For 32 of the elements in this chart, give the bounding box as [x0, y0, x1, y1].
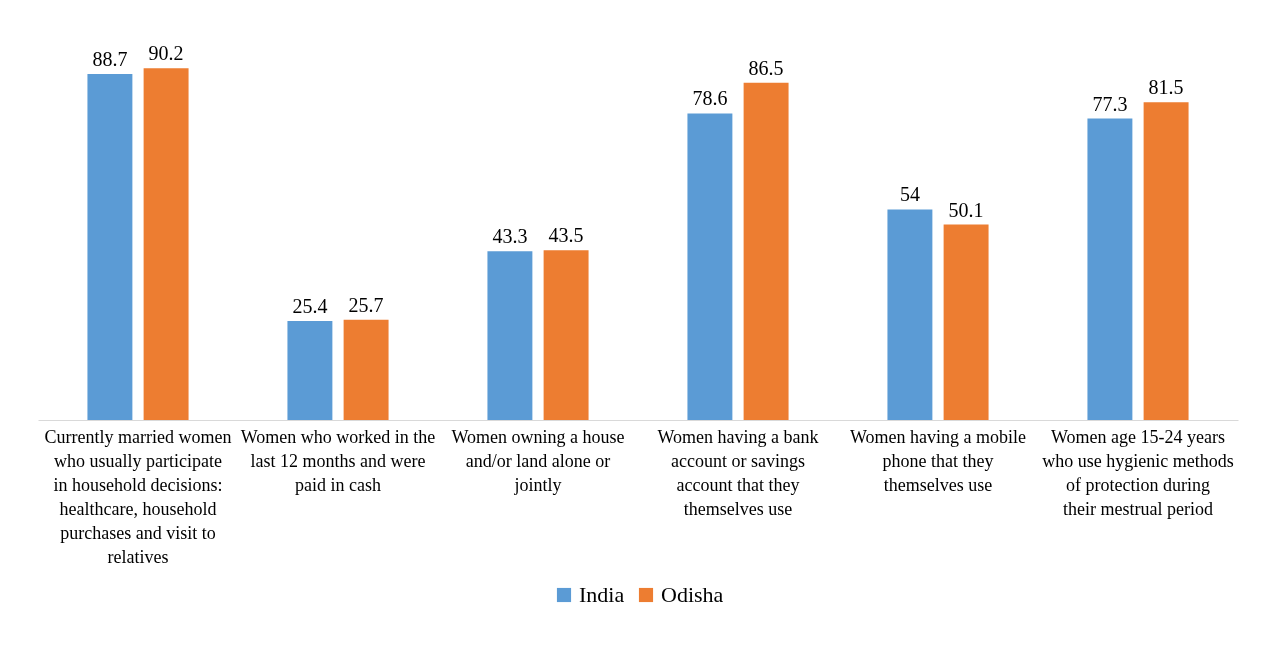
legend-label: India: [579, 582, 625, 607]
bar: [287, 320, 333, 420]
data-label: 78.6: [692, 87, 728, 110]
bar: [143, 68, 189, 420]
bar: [687, 113, 733, 420]
bar: [943, 224, 989, 420]
x-tick-label: Currently married women who usually participate in household decisions: healthcare, household purchases and visit to relatives: [44, 426, 232, 567]
bar: [1143, 102, 1189, 420]
data-label: 43.3: [492, 225, 528, 248]
data-label: 43.5: [548, 224, 584, 247]
data-label: 81.5: [1148, 76, 1184, 99]
data-label: 88.7: [92, 48, 128, 71]
x-tick-label: Women who worked in the last 12 months and were paid in cash: [240, 426, 436, 495]
data-label: 77.3: [1092, 92, 1128, 115]
bar: [543, 250, 589, 420]
x-tick-label: Women owning a house and/or land alone or jointly: [451, 426, 625, 495]
legend-label: Odisha: [661, 582, 724, 607]
bar: [1087, 118, 1133, 420]
bar: [887, 209, 933, 420]
x-tick-label: Women having a bank account or savings account that they themselves use: [657, 426, 819, 519]
x-tick-label: Women age 15-24 years who use hygienic methods of protection during their mestrual period: [1042, 426, 1234, 519]
data-label: 90.2: [148, 42, 184, 65]
bar: [343, 319, 389, 420]
data-label: 50.1: [948, 198, 984, 221]
x-tick-label: Women having a mobile phone that they themselves use: [849, 426, 1027, 495]
data-label: 54: [899, 183, 920, 206]
data-label: 25.4: [292, 294, 328, 317]
bar: [487, 251, 533, 420]
data-label: 25.7: [348, 293, 384, 316]
bar: [743, 82, 789, 420]
bar: [87, 74, 133, 420]
data-label: 86.5: [748, 56, 784, 79]
